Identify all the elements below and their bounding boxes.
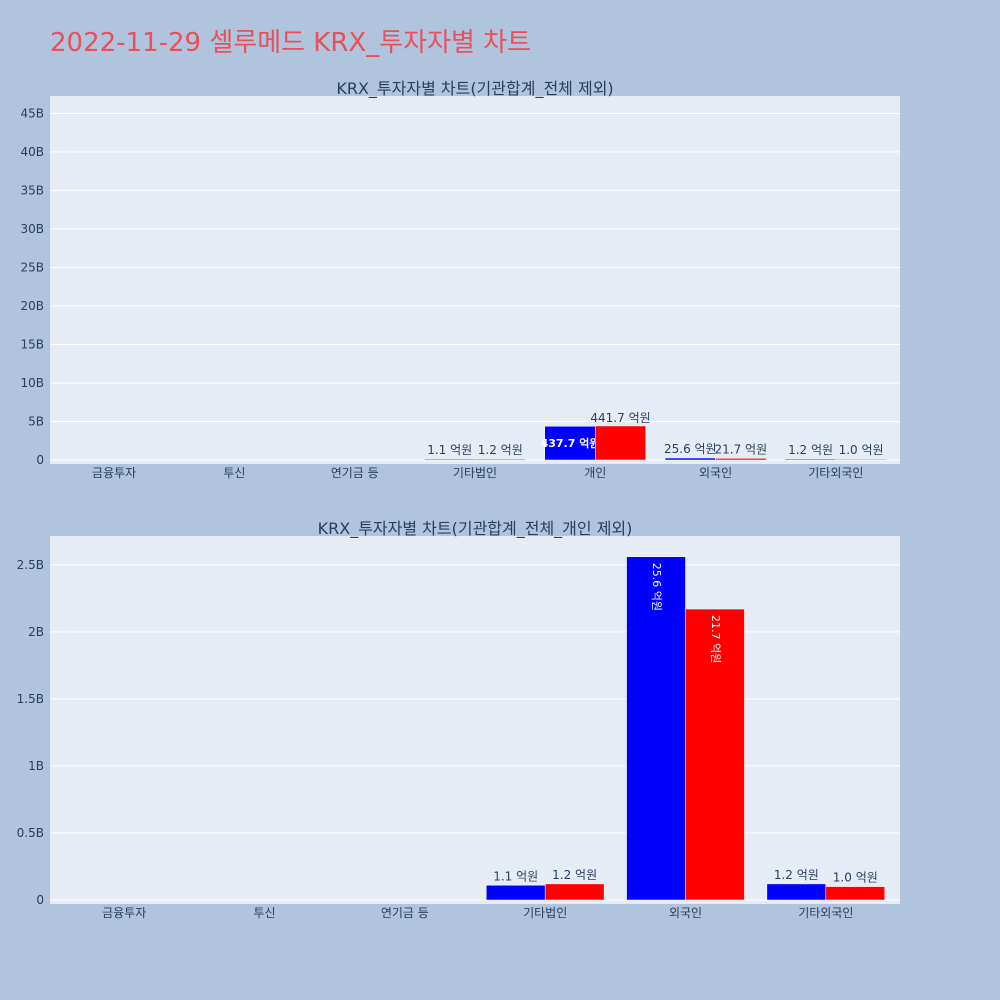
y-tick-label: 10B	[20, 376, 44, 390]
chart-title: KRX_투자자별 차트(기관합계_전체_개인 제외)	[318, 519, 633, 539]
chart-title: KRX_투자자별 차트(기관합계_전체 제외)	[336, 79, 613, 99]
y-tick-label: 0.5B	[17, 826, 44, 840]
y-tick-label: 25B	[20, 260, 44, 274]
y-tick-label: 40B	[20, 145, 44, 159]
bar	[544, 883, 605, 901]
x-tick-label: 외국인	[699, 466, 732, 480]
data-label: 25.6 억원	[650, 563, 663, 611]
data-label: 1.2 억원	[478, 443, 523, 457]
y-tick-label: 35B	[20, 183, 44, 197]
y-tick-label: 30B	[20, 222, 44, 236]
data-label: 1.2 억원	[788, 443, 833, 457]
data-label: 441.7 억원	[590, 411, 650, 425]
bar	[835, 458, 887, 461]
bar	[825, 886, 886, 901]
x-tick-label: 금융투자	[92, 466, 136, 480]
x-tick-label: 외국인	[669, 906, 702, 920]
x-tick-label: 투신	[253, 906, 275, 920]
bar	[544, 426, 596, 461]
bar	[474, 458, 526, 461]
bar	[595, 425, 647, 461]
data-label: 21.7 억원	[715, 442, 768, 456]
y-tick-label: 0	[36, 453, 44, 467]
x-tick-label: 금융투자	[102, 906, 146, 920]
data-label: 21.7 억원	[709, 615, 722, 663]
chart-top: 0 5B 10B 15B 20B 25B 30B 35B 40B 45B KRX_투자자별 차트(기…	[20, 79, 900, 480]
data-label: 25.6 억원	[664, 442, 717, 456]
y-tick-label: 20B	[20, 299, 44, 313]
x-tick-label: 연기금 등	[331, 466, 379, 480]
x-tick-label: 기타외국인	[798, 906, 853, 920]
y-tick-label: 15B	[20, 337, 44, 351]
page-title: 2022-11-29 셀루메드 KRX_투자자별 차트	[50, 28, 532, 58]
y-tick-label: 0	[36, 893, 44, 907]
x-tick-label: 투신	[223, 466, 245, 480]
bar	[785, 458, 837, 461]
y-tick-label: 1.5B	[17, 692, 44, 706]
data-label: 1.2 억원	[552, 868, 597, 882]
data-label: 1.1 억원	[427, 443, 472, 457]
data-label: 437.7 억원	[541, 436, 600, 450]
x-tick-label: 개인	[584, 466, 606, 480]
plot-area	[50, 536, 900, 904]
bar	[626, 556, 686, 901]
x-tick-label: 기타법인	[453, 466, 497, 480]
y-tick-label: 2B	[28, 625, 44, 639]
bar	[424, 458, 476, 461]
x-tick-label: 기타외국인	[808, 466, 863, 480]
data-label: 1.2 억원	[774, 868, 819, 882]
y-tick-label: 1B	[28, 759, 44, 773]
data-label: 1.0 억원	[839, 443, 884, 457]
x-tick-label: 기타법인	[523, 906, 567, 920]
data-label: 1.0 억원	[833, 871, 878, 885]
bar	[715, 458, 767, 461]
data-label: 1.1 억원	[493, 869, 538, 883]
bar	[766, 883, 827, 901]
bar	[685, 608, 745, 901]
y-tick-label: 45B	[20, 106, 44, 120]
bar	[664, 457, 716, 461]
y-tick-label: 5B	[28, 414, 44, 428]
plot-area	[50, 96, 900, 464]
y-tick-label: 2.5B	[17, 558, 44, 572]
chart-bottom: 0 0.5B 1B 1.5B 2B 2.5B KRX_투자자별 차트(기관합계_전체_개인 …	[17, 519, 900, 920]
x-tick-label: 연기금 등	[381, 906, 429, 920]
bar	[485, 885, 546, 901]
